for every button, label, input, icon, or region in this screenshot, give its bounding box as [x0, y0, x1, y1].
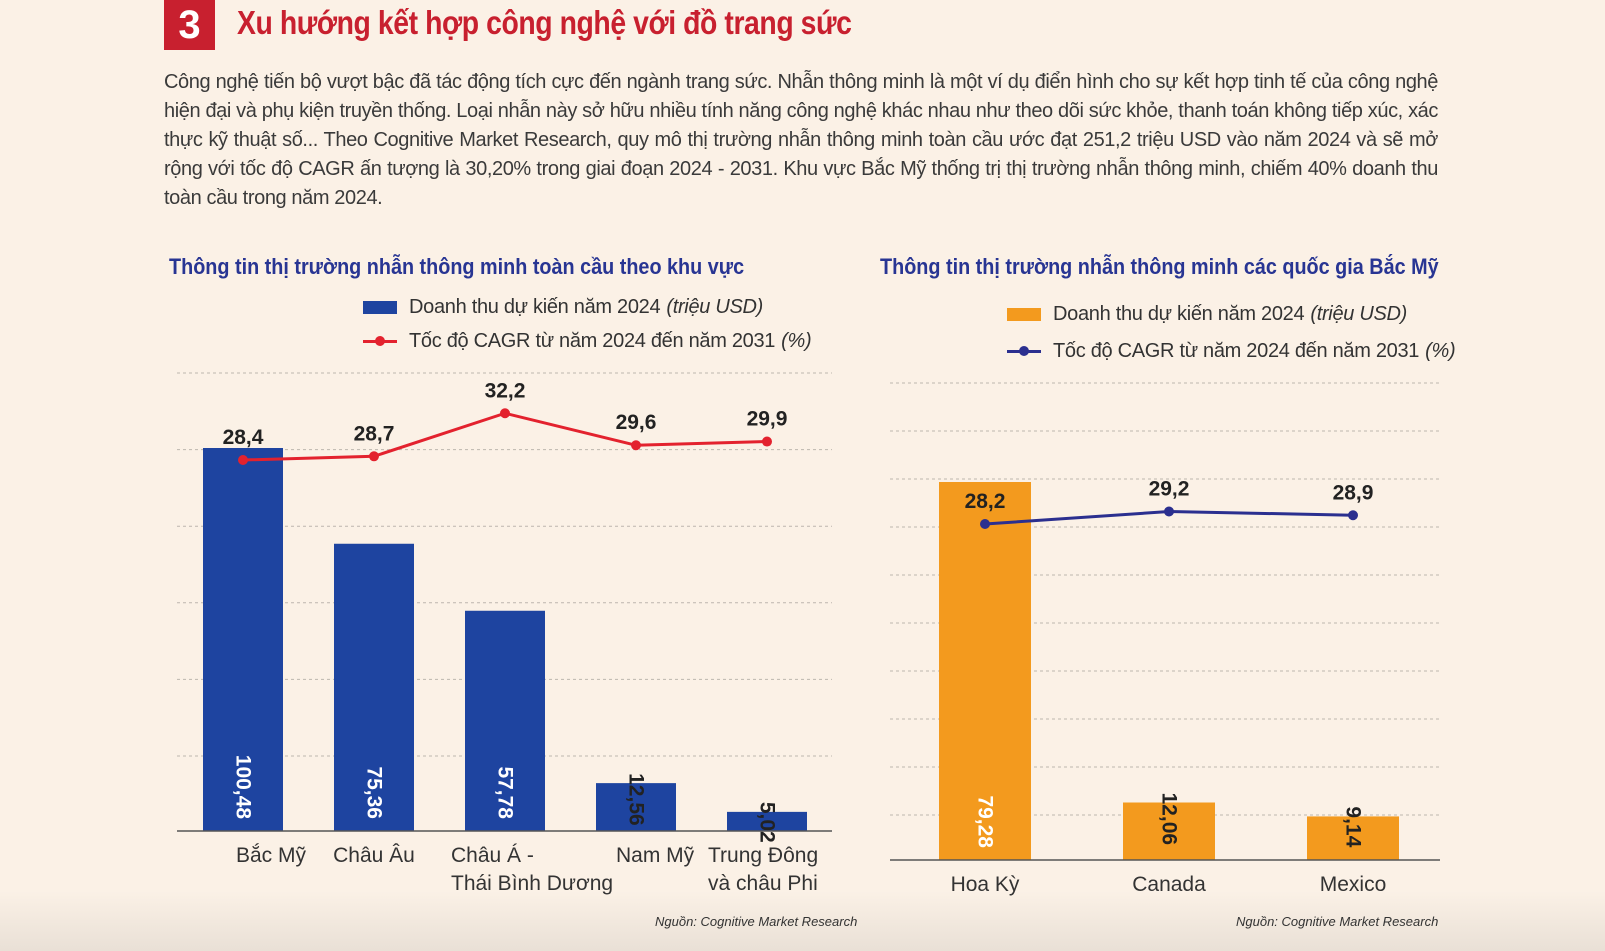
chart1-category-label: và châu Phi — [708, 872, 818, 895]
chart1-category-label: Châu Á - — [451, 844, 534, 867]
chart1-legend-bar-swatch — [363, 301, 397, 314]
chart2-bar — [939, 482, 1031, 860]
chart2-cagr-point — [1164, 506, 1174, 517]
section-title: Xu hướng kết hợp công nghệ với đồ trang … — [237, 4, 852, 41]
chart1-bar — [334, 543, 414, 831]
chart2-bar-label: 12,06 — [1158, 792, 1181, 845]
chart2-category-label: Canada — [1132, 873, 1206, 896]
chart2-cagr-label: 28,9 — [1333, 481, 1374, 504]
chart2-bar-label: 9,14 — [1342, 806, 1365, 847]
chart1-legend-bar-label: Doanh thu dự kiến năm 2024 — [409, 296, 661, 318]
chart2-cagr-point — [980, 519, 990, 529]
chart2-legend-line-label: Tốc độ CAGR từ năm 2024 đến năm 2031 — [1053, 340, 1420, 362]
chart1-title: Thông tin thị trường nhẫn thông minh toà… — [169, 254, 745, 279]
chart1-bar — [596, 783, 676, 831]
chart2-bar — [1307, 816, 1399, 860]
chart1-legend-line: Tốc độ CAGR từ năm 2024 đến năm 2031 (%) — [363, 330, 812, 353]
chart1-cagr-label: 29,9 — [747, 408, 788, 431]
chart2-source: Nguồn: Cognitive Market Research — [1236, 914, 1439, 929]
chart2-legend-bar-swatch — [1007, 308, 1041, 321]
chart2-bar-label: 79,28 — [974, 795, 997, 848]
chart2-category-label: Hoa Kỳ — [951, 873, 1020, 896]
chart1-bar-label: 12,56 — [625, 773, 648, 826]
chart1-bar-label: 5,02 — [756, 802, 779, 843]
chart1-cagr-point — [762, 436, 772, 447]
section-number-badge: 3 — [164, 0, 215, 50]
chart2-cagr-label: 28,2 — [965, 490, 1006, 513]
chart1-bar-label: 75,36 — [363, 766, 386, 819]
chart1-cagr-point — [500, 408, 510, 419]
chart1-bar-label: 100,48 — [232, 755, 255, 820]
chart2-cagr-point — [1348, 510, 1358, 521]
chart2-legend-bar-label: Doanh thu dự kiến năm 2024 — [1053, 303, 1305, 325]
chart2-title: Thông tin thị trường nhẫn thông minh các… — [880, 254, 1439, 279]
chart1-cagr-label: 28,7 — [354, 422, 395, 445]
chart1-cagr-label: 29,6 — [616, 411, 657, 434]
intro-paragraph: Công nghệ tiến bộ vượt bậc đã tác động t… — [164, 71, 1438, 209]
chart1-category-label: Châu Âu — [333, 844, 415, 867]
chart2-cagr-label: 29,2 — [1149, 478, 1190, 501]
chart1-cagr-label: 32,2 — [485, 379, 526, 402]
chart2-legend-line-unit: (%) — [1425, 340, 1456, 362]
chart1-cagr-point — [369, 451, 379, 462]
chart1-bar — [727, 811, 807, 831]
chart1-category-label: Nam Mỹ — [616, 844, 695, 867]
chart1-bar — [203, 448, 283, 831]
chart1-cagr-line — [242, 411, 768, 462]
chart1-cagr-label: 28,4 — [223, 426, 264, 449]
chart1-source: Nguồn: Cognitive Market Research — [655, 914, 858, 929]
chart2-bar — [1123, 802, 1215, 860]
chart1-bar-label: 57,78 — [494, 766, 517, 819]
chart1-legend-line-unit: (%) — [781, 330, 812, 352]
chart2-legend-bar-unit: (triệu USD) — [1310, 303, 1408, 325]
bottom-shade — [0, 891, 1605, 951]
chart1-cagr-point — [631, 440, 641, 451]
chart1-legend-line-swatch — [363, 336, 397, 346]
chart2-legend-bar: Doanh thu dự kiến năm 2024 (triệu USD) — [1007, 303, 1407, 326]
chart1-bar — [465, 610, 545, 831]
chart1-category-label: Thái Bình Dương — [451, 872, 613, 895]
chart1-legend-bar: Doanh thu dự kiến năm 2024 (triệu USD) — [363, 296, 763, 319]
chart2-category-label: Mexico — [1320, 873, 1387, 896]
chart1-category-label: Trung Đông — [708, 844, 818, 867]
chart1-category-label: Bắc Mỹ — [236, 844, 307, 867]
chart2-legend-line-swatch — [1007, 346, 1041, 356]
chart2-legend-line: Tốc độ CAGR từ năm 2024 đến năm 2031 (%) — [1007, 340, 1456, 363]
chart1-cagr-point — [238, 455, 248, 465]
chart1-legend-bar-unit: (triệu USD) — [666, 296, 764, 318]
chart1-legend-line-label: Tốc độ CAGR từ năm 2024 đến năm 2031 — [409, 330, 776, 352]
